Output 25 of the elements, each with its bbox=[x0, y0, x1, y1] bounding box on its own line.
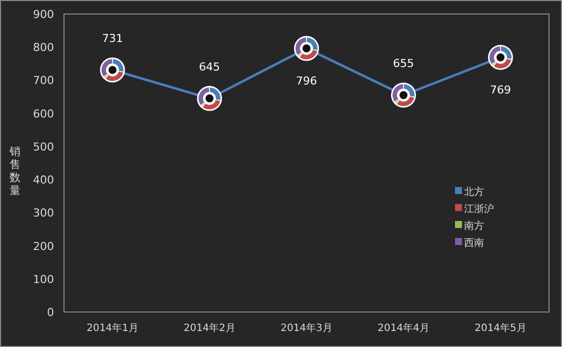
annotation: 江浙沪 bbox=[464, 203, 494, 215]
data-label: 655 bbox=[393, 57, 414, 70]
y-tick-label: 900 bbox=[33, 8, 54, 21]
y-tick-label: 400 bbox=[33, 174, 54, 187]
data-label: 645 bbox=[199, 60, 220, 74]
y-tick-label: 800 bbox=[33, 41, 54, 54]
annotation: 南方 bbox=[464, 220, 484, 232]
data-label: 731 bbox=[102, 32, 123, 45]
x-tick-label: 2014年5月 bbox=[474, 322, 526, 334]
y-tick-label: 300 bbox=[33, 206, 54, 220]
x-tick-label: 2014年4月 bbox=[378, 322, 430, 334]
annotation: 西南 bbox=[464, 237, 484, 249]
x-tick-label: 2014年3月 bbox=[280, 322, 332, 334]
data-label: 769 bbox=[490, 83, 511, 96]
data-label: 796 bbox=[296, 74, 317, 88]
x-tick-label: 2014年2月 bbox=[184, 322, 236, 334]
y-tick-label: 500 bbox=[33, 140, 54, 154]
x-tick-label: 2014年1月 bbox=[86, 322, 138, 334]
y-tick-label: 600 bbox=[33, 107, 54, 120]
y-tick-label: 0 bbox=[47, 306, 54, 319]
annotation: 北方 bbox=[464, 186, 484, 198]
y-tick-label: 700 bbox=[33, 74, 54, 88]
y-tick-label: 200 bbox=[33, 240, 54, 253]
y-tick-label: 100 bbox=[33, 272, 54, 286]
y-axis-title: 销售数量 bbox=[8, 145, 20, 197]
